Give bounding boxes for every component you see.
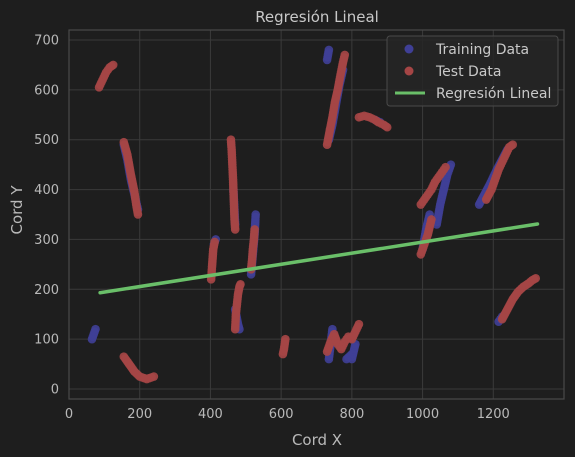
- legend: Training Data Test Data Regresión Lineal: [386, 35, 559, 107]
- legend-box: [386, 35, 559, 107]
- y-axis-label: Cord Y: [8, 185, 26, 235]
- grid: [68, 30, 564, 399]
- y-tick-label: 600: [34, 83, 59, 98]
- training-point: [91, 324, 100, 334]
- x-tick-label: 0: [65, 407, 73, 422]
- test-point: [508, 140, 518, 149]
- legend-item-test-label: Test Data: [435, 64, 501, 80]
- legend-item-training-label: Training Data: [435, 42, 529, 58]
- test-point: [230, 225, 240, 234]
- test-point: [441, 162, 450, 172]
- x-tick-label: 600: [269, 407, 294, 422]
- axis-ticks: 0 200 400 600 800 1000 1200 0 100 200 300 400 500 600…: [34, 33, 510, 422]
- legend-item-test-marker: [404, 66, 414, 76]
- y-tick-label: 700: [34, 33, 59, 48]
- x-tick-label: 200: [127, 407, 152, 422]
- y-tick-label: 400: [34, 183, 59, 198]
- x-tick-label: 1200: [477, 407, 510, 422]
- plot-frame: [68, 29, 565, 400]
- legend-item-regression-label: Regresión Lineal: [436, 86, 551, 102]
- y-tick-label: 100: [34, 333, 59, 348]
- test-point: [133, 210, 143, 219]
- test-point: [108, 60, 118, 70]
- x-tick-label: 400: [198, 407, 223, 422]
- regression-line: [98, 222, 540, 295]
- test-point: [210, 237, 219, 247]
- x-tick-label: 1000: [406, 407, 439, 422]
- test-point: [354, 319, 364, 329]
- test-point: [281, 334, 290, 344]
- x-axis-label: Cord X: [292, 431, 342, 449]
- training-point: [324, 45, 334, 55]
- chart-title: Regresión Lineal: [255, 8, 379, 26]
- test-point: [427, 215, 436, 224]
- y-tick-label: 0: [51, 383, 59, 398]
- training-point: [251, 210, 260, 219]
- test-point: [531, 274, 541, 283]
- x-tick-label: 800: [339, 407, 364, 422]
- test-point: [149, 372, 159, 381]
- y-tick-label: 300: [34, 233, 59, 248]
- test-point: [340, 50, 350, 60]
- plot-data: [87, 45, 541, 384]
- legend-item-training-marker: [404, 44, 414, 54]
- test-point: [236, 280, 245, 289]
- y-tick-label: 200: [34, 283, 59, 298]
- y-tick-label: 500: [34, 133, 59, 148]
- test-point: [382, 122, 392, 132]
- test-point: [250, 225, 259, 234]
